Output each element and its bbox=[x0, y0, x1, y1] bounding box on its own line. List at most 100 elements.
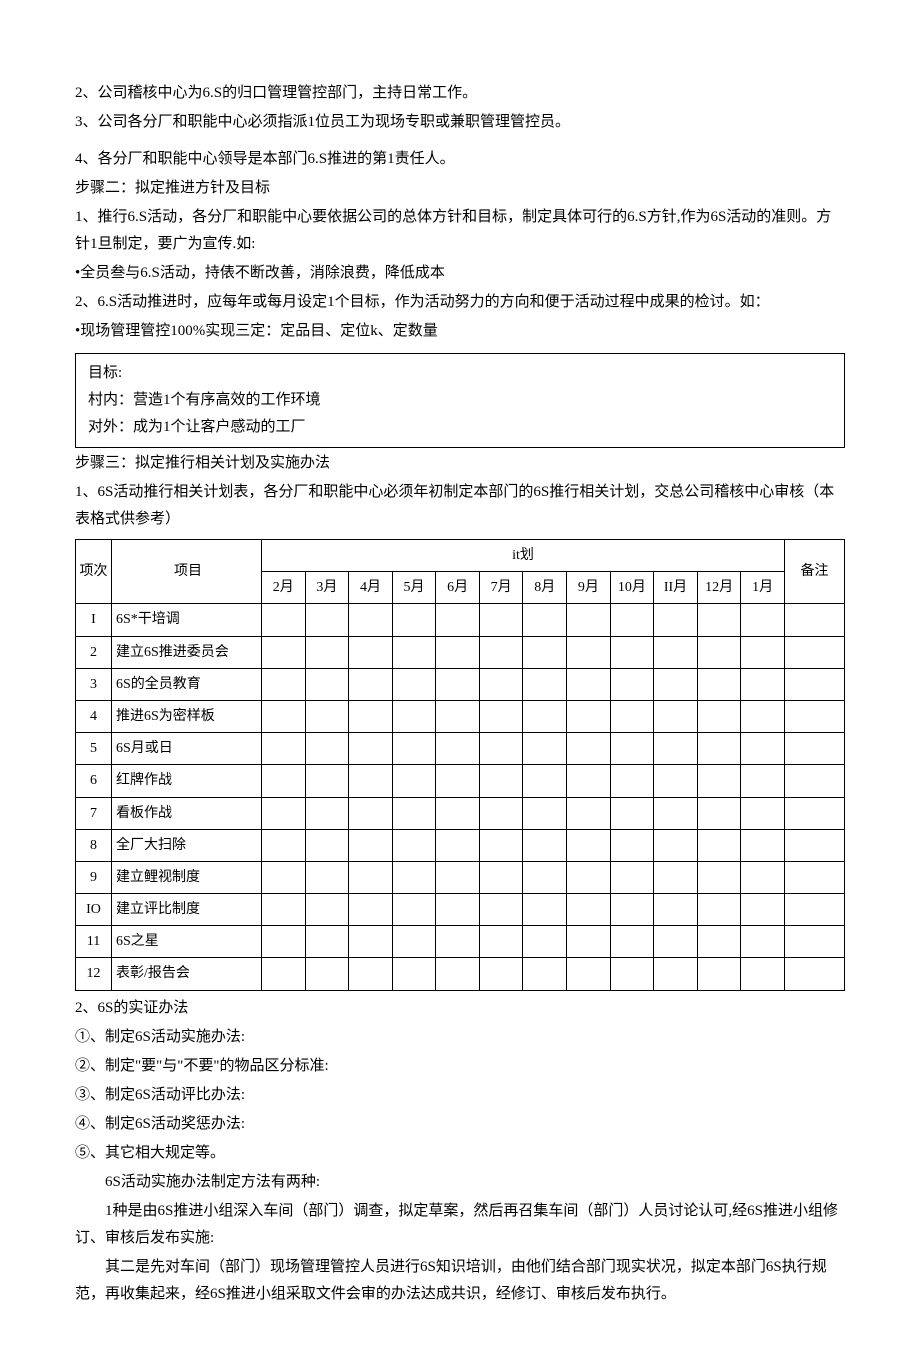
plan-cell bbox=[523, 797, 567, 829]
plan-cell bbox=[349, 733, 393, 765]
plan-cell bbox=[349, 765, 393, 797]
plan-cell bbox=[654, 861, 698, 893]
plan-cell bbox=[392, 668, 436, 700]
table-row: 2建立6S推进委员会 bbox=[76, 636, 845, 668]
row-item: 红牌作战 bbox=[112, 765, 262, 797]
plan-cell bbox=[654, 700, 698, 732]
plan-cell bbox=[654, 765, 698, 797]
plan-cell bbox=[741, 958, 785, 990]
plan-cell bbox=[436, 926, 480, 958]
box-line: 对外：成为1个让客户感动的工厂 bbox=[88, 414, 832, 441]
plan-cell bbox=[479, 668, 523, 700]
plan-cell bbox=[479, 636, 523, 668]
row-item: 6S之星 bbox=[112, 926, 262, 958]
row-item: 推进6S为密样板 bbox=[112, 700, 262, 732]
plan-cell bbox=[697, 765, 741, 797]
paragraph: 2、6S的实证办法 bbox=[75, 995, 845, 1022]
plan-cell bbox=[436, 797, 480, 829]
plan-cell bbox=[741, 797, 785, 829]
plan-cell bbox=[436, 765, 480, 797]
header-note: 备注 bbox=[785, 540, 845, 604]
plan-cell bbox=[479, 894, 523, 926]
plan-cell bbox=[262, 958, 306, 990]
plan-cell bbox=[567, 797, 611, 829]
plan-cell bbox=[697, 861, 741, 893]
plan-cell bbox=[479, 797, 523, 829]
row-idx: 5 bbox=[76, 733, 112, 765]
plan-cell bbox=[262, 797, 306, 829]
month-cell: 12月 bbox=[697, 572, 741, 604]
plan-cell bbox=[654, 797, 698, 829]
row-item: 建立6S推进委员会 bbox=[112, 636, 262, 668]
note-cell bbox=[785, 958, 845, 990]
row-idx: 12 bbox=[76, 958, 112, 990]
plan-cell bbox=[567, 829, 611, 861]
plan-cell bbox=[392, 700, 436, 732]
note-cell bbox=[785, 604, 845, 636]
plan-cell bbox=[654, 636, 698, 668]
table-row: 6红牌作战 bbox=[76, 765, 845, 797]
plan-cell bbox=[654, 829, 698, 861]
month-cell: 5月 bbox=[392, 572, 436, 604]
row-item: 全厂大扫除 bbox=[112, 829, 262, 861]
month-cell: 4月 bbox=[349, 572, 393, 604]
plan-cell bbox=[436, 604, 480, 636]
plan-cell bbox=[436, 700, 480, 732]
plan-cell bbox=[436, 861, 480, 893]
plan-cell bbox=[262, 668, 306, 700]
paragraph: ⑤、其它相大规定等。 bbox=[75, 1140, 845, 1167]
paragraph: ①、制定6S活动实施办法: bbox=[75, 1024, 845, 1051]
plan-cell bbox=[610, 926, 654, 958]
plan-cell bbox=[436, 894, 480, 926]
plan-cell bbox=[567, 861, 611, 893]
plan-cell bbox=[610, 958, 654, 990]
plan-cell bbox=[697, 604, 741, 636]
plan-cell bbox=[392, 958, 436, 990]
note-cell bbox=[785, 668, 845, 700]
plan-cell bbox=[741, 700, 785, 732]
plan-cell bbox=[349, 797, 393, 829]
plan-cell bbox=[697, 958, 741, 990]
plan-cell bbox=[305, 765, 349, 797]
plan-cell bbox=[697, 926, 741, 958]
plan-cell bbox=[479, 829, 523, 861]
plan-cell bbox=[697, 797, 741, 829]
plan-cell bbox=[523, 861, 567, 893]
paragraph: ②、制定"要"与"不要"的物品区分标准: bbox=[75, 1053, 845, 1080]
plan-cell bbox=[262, 894, 306, 926]
plan-cell bbox=[305, 636, 349, 668]
plan-cell bbox=[610, 861, 654, 893]
plan-cell bbox=[567, 894, 611, 926]
plan-cell bbox=[697, 636, 741, 668]
paragraph: ④、制定6S活动奖惩办法: bbox=[75, 1111, 845, 1138]
plan-cell bbox=[305, 604, 349, 636]
row-idx: 7 bbox=[76, 797, 112, 829]
note-cell bbox=[785, 700, 845, 732]
plan-cell bbox=[741, 604, 785, 636]
plan-cell bbox=[392, 765, 436, 797]
month-cell: 2月 bbox=[262, 572, 306, 604]
note-cell bbox=[785, 797, 845, 829]
plan-cell bbox=[479, 861, 523, 893]
plan-cell bbox=[392, 733, 436, 765]
row-idx: I bbox=[76, 604, 112, 636]
plan-cell bbox=[262, 861, 306, 893]
plan-cell bbox=[305, 894, 349, 926]
plan-cell bbox=[436, 733, 480, 765]
plan-cell bbox=[567, 958, 611, 990]
table-row: 36S的全员教育 bbox=[76, 668, 845, 700]
plan-cell bbox=[349, 894, 393, 926]
plan-cell bbox=[436, 636, 480, 668]
paragraph: 2、6.S活动推进时，应每年或每月设定1个目标，作为活动努力的方向和便于活动过程… bbox=[75, 289, 845, 316]
plan-cell bbox=[567, 733, 611, 765]
plan-cell bbox=[262, 636, 306, 668]
plan-cell bbox=[610, 668, 654, 700]
plan-cell bbox=[392, 604, 436, 636]
paragraph: 其二是先对车间（部门）现场管理管控人员进行6S知识培训，由他们结合部门现实状况，… bbox=[75, 1254, 845, 1308]
paragraph: 2、公司稽核中心为6.S的归口管理管控部门，主持日常工作。 bbox=[75, 80, 845, 107]
plan-cell bbox=[567, 700, 611, 732]
row-idx: 6 bbox=[76, 765, 112, 797]
plan-cell bbox=[262, 604, 306, 636]
plan-cell bbox=[305, 733, 349, 765]
note-cell bbox=[785, 926, 845, 958]
